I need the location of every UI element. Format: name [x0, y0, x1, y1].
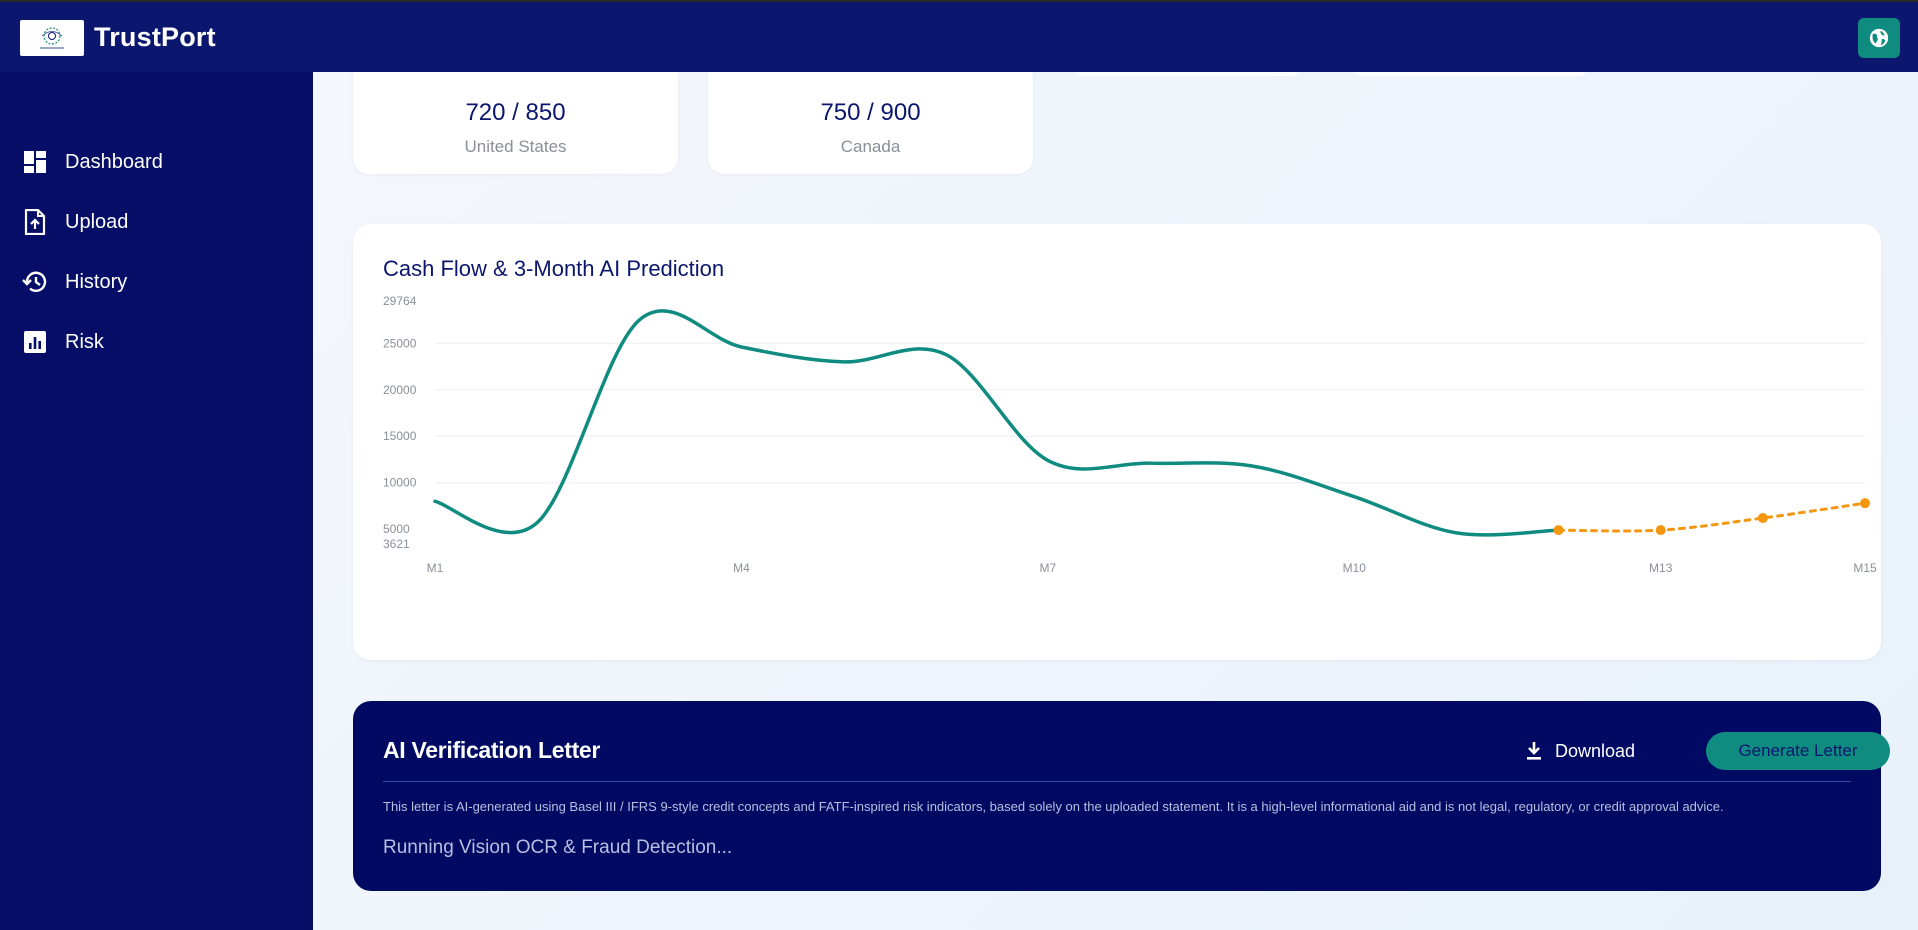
verification-letter-card: AI Verification Letter Download Generate… — [353, 701, 1890, 891]
sidebar: Dashboard Upload History Risk — [0, 72, 313, 930]
score-country: Canada — [840, 137, 901, 156]
forecast-point — [1757, 513, 1768, 524]
score-card-edge — [1350, 72, 1590, 76]
history-icon — [22, 269, 48, 295]
sidebar-item-label: Risk — [65, 330, 104, 353]
dashboard-icon — [22, 149, 48, 175]
cash-flow-chart-card: 29764 25000 20000 15000 10000 5000 3621 M1 M4 M7 M… — [353, 224, 1881, 660]
brand-name: TrustPort — [94, 22, 216, 52]
x-tick-label: M4 — [733, 561, 750, 575]
globe-icon — [1869, 28, 1889, 48]
sidebar-item-history[interactable]: History — [22, 262, 127, 302]
y-tick-label: 10000 — [383, 476, 417, 490]
score-card-us: 720 / 850 United States — [353, 72, 678, 174]
forecast-point — [1655, 525, 1666, 536]
score-card-canada: 750 / 900 Canada — [708, 72, 1033, 174]
forecast-point — [1860, 498, 1870, 509]
y-tick-label: 20000 — [383, 383, 417, 397]
y-tick-label: 25000 — [383, 336, 417, 350]
x-tick-label: M7 — [1040, 561, 1057, 575]
sidebar-item-upload[interactable]: Upload — [22, 202, 128, 242]
y-tick-label: 29764 — [383, 294, 417, 308]
x-tick-label: M15 — [1853, 561, 1877, 575]
sidebar-item-risk[interactable]: Risk — [22, 322, 104, 362]
risk-chart-icon — [22, 329, 48, 355]
cash-flow-line — [433, 309, 1561, 537]
top-bar: TrustPort — [0, 0, 1918, 72]
sidebar-item-dashboard[interactable]: Dashboard — [22, 142, 163, 182]
score-country: United States — [464, 137, 567, 156]
upload-file-icon — [22, 209, 48, 235]
main-content: 720 / 850 United States 750 / 900 Canada… — [313, 72, 1918, 930]
generate-letter-button[interactable]: Generate Letter — [1706, 732, 1890, 770]
forecast-line — [1557, 501, 1867, 533]
y-tick-label: 15000 — [383, 429, 417, 443]
y-tick-label: 3621 — [383, 537, 410, 551]
x-tick-label: M10 — [1343, 561, 1367, 575]
logo-mark-icon — [40, 27, 64, 49]
sidebar-item-label: Upload — [65, 210, 129, 233]
forecast-point — [1553, 525, 1564, 536]
sidebar-item-label: History — [65, 270, 128, 293]
x-tick-label: M1 — [427, 561, 444, 575]
score-value: 720 / 850 — [465, 99, 566, 126]
download-label: Download — [1555, 740, 1636, 761]
score-card-edge — [1073, 72, 1303, 76]
score-value: 750 / 900 — [820, 99, 921, 126]
x-tick-label: M13 — [1649, 561, 1673, 575]
y-tick-label: 5000 — [383, 522, 410, 536]
letter-title: AI Verification Letter — [383, 737, 601, 763]
download-button[interactable]: Download — [1525, 735, 1635, 767]
language-button[interactable] — [1858, 18, 1900, 58]
trustport-logo[interactable] — [20, 20, 84, 56]
letter-disclaimer: This letter is AI-generated using Basel … — [383, 799, 1724, 814]
sidebar-item-label: Dashboard — [65, 150, 163, 173]
download-icon — [1527, 742, 1541, 760]
chart-title: Cash Flow & 3-Month AI Prediction — [383, 256, 725, 281]
letter-status: Running Vision OCR & Fraud Detection... — [383, 837, 733, 858]
letter-divider — [383, 781, 1851, 782]
